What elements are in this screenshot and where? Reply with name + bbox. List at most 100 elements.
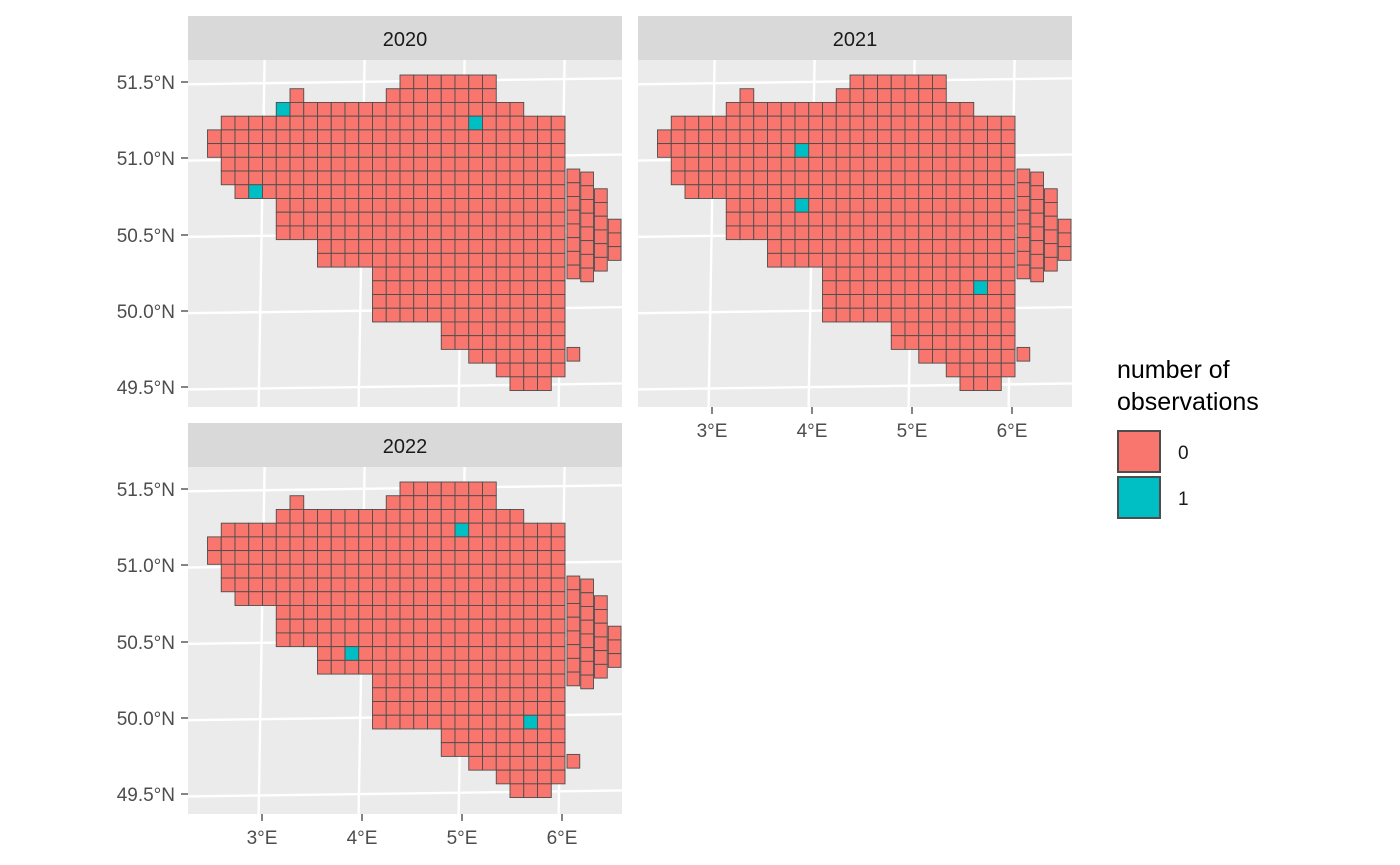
grid-cell [594, 663, 608, 679]
grid-cell [372, 646, 387, 661]
grid-cell [904, 88, 920, 103]
grid-cell [945, 156, 961, 172]
grid-cell [987, 198, 1002, 213]
grid-cell [835, 101, 851, 117]
grid-cell [427, 618, 442, 634]
grid-cell [399, 508, 415, 524]
grid-cell [234, 550, 250, 565]
grid-cell [918, 184, 933, 199]
grid-cell [566, 644, 581, 659]
grid-cell [550, 266, 566, 282]
grid-cell [835, 280, 851, 295]
grid-cell [987, 252, 1002, 268]
grid-cell [385, 252, 401, 268]
facet-panel-2021: 2021 3°E 4°E 5°E 6°E [637, 16, 1073, 442]
grid-cell [973, 198, 988, 213]
grid-cell [877, 198, 892, 213]
grid-cell [877, 170, 892, 186]
grid-cell [248, 536, 263, 552]
grid-cell [932, 74, 947, 90]
grid-cell [468, 280, 483, 295]
grid-cell [945, 101, 961, 117]
grid-cell [657, 143, 672, 158]
grid-cell [780, 198, 796, 213]
grid-cell [317, 563, 332, 579]
grid-cell [372, 129, 387, 145]
grid-cell [385, 88, 401, 103]
facet-strip-2021 [638, 16, 1072, 60]
grid-cell [482, 321, 497, 337]
grid-cell [372, 659, 387, 675]
y-tick-label: 49.5°N [117, 378, 175, 399]
grid-cell [275, 591, 291, 606]
grid-cell [863, 184, 878, 199]
grid-cell [537, 252, 552, 268]
grid-cell [684, 170, 700, 186]
grid-cell [509, 170, 525, 186]
grid-cell [495, 673, 511, 689]
grid-cell [427, 211, 442, 227]
grid-cell [945, 184, 961, 199]
grid-cell [537, 522, 552, 538]
grid-cell [413, 522, 428, 538]
grid-cell [289, 88, 305, 103]
grid-cell [537, 143, 552, 158]
grid-cell [580, 240, 594, 255]
grid-cell [918, 294, 933, 309]
grid-cells-2021 [657, 74, 1072, 392]
grid-cell [509, 618, 525, 634]
grid-cell [523, 605, 538, 620]
grid-cell [454, 211, 470, 227]
grid-cell [427, 307, 442, 323]
grid-cell [739, 211, 755, 227]
grid-cell [594, 215, 608, 231]
grid-cell [987, 156, 1002, 172]
grid-cell [918, 74, 933, 90]
grid-cell [509, 563, 525, 579]
grid-cell [523, 170, 538, 186]
grid-cell [973, 170, 988, 186]
grid-cell [523, 536, 538, 552]
grid-cell [372, 577, 387, 593]
grid-cell [454, 335, 470, 350]
grid-cell [440, 550, 456, 565]
grid-cell [523, 307, 538, 323]
grid-cell [344, 170, 360, 186]
grid-cell [440, 321, 456, 337]
grid-cell [454, 239, 470, 254]
facet-strip-2020 [188, 16, 622, 60]
grid-cell [358, 605, 373, 620]
grid-cell [482, 348, 497, 364]
grid-cell [523, 687, 538, 702]
grid-cell [399, 88, 415, 103]
grid-cell [317, 605, 332, 620]
grid-cell [440, 115, 456, 131]
grid-cell [303, 184, 318, 199]
grid-cell [468, 495, 483, 510]
grid-cell [207, 550, 222, 565]
grid-cell [275, 211, 291, 227]
grid-cell [849, 307, 865, 323]
facet-title-2020: 2020 [383, 29, 428, 51]
grid-cell [234, 522, 250, 538]
grid-cell [523, 728, 538, 744]
grid-cell [835, 129, 851, 145]
grid-cell [523, 266, 538, 282]
grid-cell [427, 522, 442, 538]
grid-cell [877, 239, 892, 254]
grid-cell [509, 115, 525, 131]
grid-cell [767, 225, 782, 241]
grid-cell [303, 605, 318, 620]
grid-cell [303, 170, 318, 186]
grid-cell [1044, 215, 1058, 231]
grid-cell [399, 252, 415, 268]
grid-cell [523, 376, 538, 392]
grid-cell [468, 701, 483, 716]
grid-cell [509, 376, 525, 392]
grid-cell [863, 211, 878, 227]
grid-cell [932, 129, 947, 145]
grid-cell [385, 115, 401, 131]
grid-cell [767, 156, 782, 172]
grid-cell [550, 632, 566, 648]
grid-cell [495, 362, 511, 378]
